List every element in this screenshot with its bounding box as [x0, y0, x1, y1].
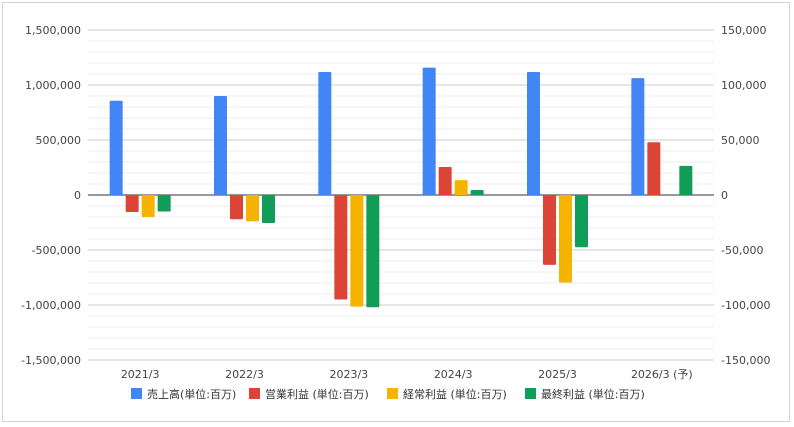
bar [631, 78, 645, 195]
x-tick-label: 2024/3 [434, 368, 473, 381]
right-tick-label: 50,000 [721, 134, 760, 147]
bar [318, 72, 332, 195]
bar [230, 195, 243, 220]
left-tick-label: 1,500,000 [25, 24, 81, 37]
bars [109, 67, 693, 308]
right-tick-label: 150,000 [721, 24, 767, 37]
legend-label: 営業利益 (単位:百万) [265, 387, 369, 401]
bar [366, 195, 380, 308]
left-axis: 1,500,000 1,000,000 500,000 0 -500,000 -1,000… [21, 24, 81, 367]
legend-item: 売上高(単位:百万) [131, 387, 236, 401]
right-tick-label: -100,000 [721, 299, 770, 312]
right-tick-label: -150,000 [721, 354, 770, 367]
left-tick-label: 500,000 [36, 134, 82, 147]
right-tick-label: 0 [721, 189, 728, 202]
bar [246, 195, 259, 222]
bar [214, 96, 227, 195]
bar [454, 180, 468, 195]
bar [647, 142, 661, 195]
x-tick-label: 2025/3 [538, 368, 577, 381]
right-tick-label: 100,000 [721, 79, 767, 92]
legend-item: 経常利益 (単位:百万) [387, 387, 507, 401]
right-tick-label: -50,000 [721, 244, 763, 257]
legend-item: 最終利益 (単位:百万) [525, 387, 645, 401]
legend-swatch [387, 388, 398, 399]
bar [438, 166, 452, 195]
legend: 売上高(単位:百万) 営業利益 (単位:百万) 経常利益 (単位:百万) 最終利益 (… [131, 387, 645, 401]
x-axis: 2021/3 2022/3 2023/3 2024/3 2025/3 2026/3 (予) [121, 368, 693, 381]
bar [543, 195, 556, 265]
legend-swatch [525, 388, 536, 399]
legend-swatch [131, 388, 142, 399]
bar [109, 100, 123, 195]
bar [157, 195, 171, 212]
bar [141, 195, 155, 217]
bar [527, 72, 540, 195]
bar [262, 195, 275, 224]
x-tick-label: 2022/3 [225, 368, 264, 381]
left-tick-label: -1,500,000 [21, 354, 81, 367]
gridlines [88, 29, 714, 361]
x-tick-label: 2021/3 [121, 368, 160, 381]
legend-item: 営業利益 (単位:百万) [249, 387, 369, 401]
legend-label: 売上高(単位:百万) [147, 387, 236, 401]
bar [575, 195, 588, 248]
left-tick-label: -1,000,000 [21, 299, 81, 312]
legend-label: 最終利益 (単位:百万) [541, 387, 645, 401]
left-tick-label: 1,000,000 [25, 79, 81, 92]
x-tick-label: 2023/3 [329, 368, 368, 381]
bar [559, 195, 572, 283]
x-tick-label: 2026/3 (予) [631, 368, 693, 381]
bar [679, 165, 693, 195]
bar [470, 190, 484, 195]
left-tick-label: -500,000 [32, 244, 81, 257]
bar [422, 67, 436, 195]
right-axis: 150,000 100,000 50,000 0 -50,000 -100,000 -150… [721, 24, 770, 367]
bar [334, 195, 348, 300]
left-tick-label: 0 [74, 189, 81, 202]
legend-label: 経常利益 (単位:百万) [403, 387, 507, 401]
bar [350, 195, 364, 307]
bar [125, 195, 139, 213]
legend-swatch [249, 388, 260, 399]
